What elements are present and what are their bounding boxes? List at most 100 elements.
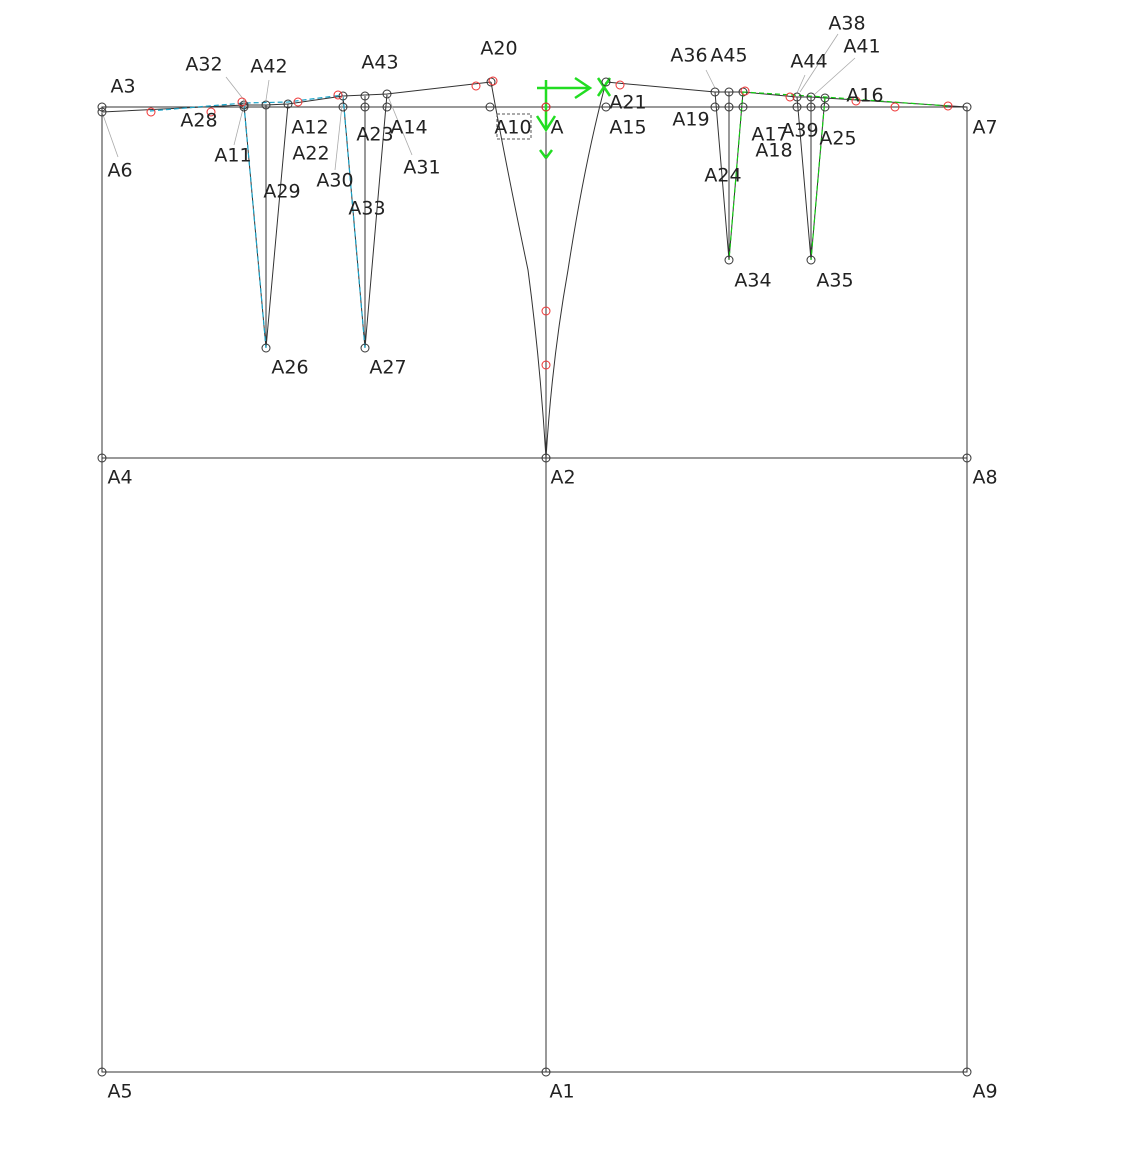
point-label: A19 bbox=[672, 109, 709, 131]
pattern-lines bbox=[101, 33, 968, 1073]
point-marker bbox=[360, 343, 370, 353]
point-label: A6 bbox=[107, 160, 132, 182]
point-label: A10 bbox=[494, 117, 531, 139]
point-marker bbox=[710, 87, 720, 97]
point-marker bbox=[806, 102, 816, 112]
point-label: A45 bbox=[710, 45, 747, 67]
point-marker bbox=[97, 1067, 107, 1077]
point-marker bbox=[261, 343, 271, 353]
point-marker bbox=[820, 102, 830, 112]
point-label: A18 bbox=[755, 140, 792, 162]
point-label: A41 bbox=[843, 36, 880, 58]
control-point bbox=[293, 97, 303, 107]
point-label: A17 bbox=[751, 124, 788, 146]
point-marker bbox=[261, 100, 271, 110]
control-point bbox=[206, 107, 216, 117]
point-label: A34 bbox=[734, 270, 771, 292]
point-label: A16 bbox=[846, 85, 883, 107]
point-label: A25 bbox=[819, 128, 856, 150]
point-label: A23 bbox=[356, 124, 393, 146]
point-marker bbox=[724, 87, 734, 97]
control-point bbox=[943, 101, 953, 111]
point-label: A26 bbox=[271, 357, 308, 379]
point-label: A28 bbox=[180, 110, 217, 132]
point-marker bbox=[283, 99, 293, 109]
point-label: A33 bbox=[348, 198, 385, 220]
point-marker bbox=[97, 453, 107, 463]
point-label: A15 bbox=[609, 117, 646, 139]
control-point bbox=[541, 306, 551, 316]
point-marker bbox=[239, 102, 249, 112]
control-point bbox=[740, 86, 750, 96]
point-marker bbox=[724, 102, 734, 112]
point-marker bbox=[541, 1067, 551, 1077]
control-point bbox=[146, 107, 156, 117]
control-point bbox=[615, 80, 625, 90]
point-marker bbox=[792, 102, 802, 112]
point-label: A9 bbox=[972, 1081, 997, 1103]
point-label: A2 bbox=[550, 467, 575, 489]
point-marker bbox=[724, 255, 734, 265]
control-point bbox=[488, 76, 498, 86]
control-point bbox=[541, 102, 551, 112]
control-point bbox=[333, 90, 343, 100]
point-marker bbox=[806, 92, 816, 102]
point-label: A bbox=[551, 117, 564, 139]
point-label: A12 bbox=[291, 117, 328, 139]
point-marker bbox=[485, 102, 495, 112]
point-label: A4 bbox=[107, 467, 132, 489]
point-label: A5 bbox=[107, 1081, 132, 1103]
point-label: A43 bbox=[361, 52, 398, 74]
point-markers bbox=[97, 76, 972, 1077]
point-label: A30 bbox=[316, 170, 353, 192]
point-label: A7 bbox=[972, 117, 997, 139]
point-label: A1 bbox=[549, 1081, 574, 1103]
control-point bbox=[541, 360, 551, 370]
control-point bbox=[890, 102, 900, 112]
point-label: A38 bbox=[828, 13, 865, 35]
point-label: A21 bbox=[609, 92, 646, 114]
point-marker bbox=[382, 102, 392, 112]
point-marker bbox=[382, 89, 392, 99]
point-marker bbox=[97, 107, 107, 117]
point-marker bbox=[541, 453, 551, 463]
point-marker bbox=[486, 77, 496, 87]
point-label: A24 bbox=[704, 165, 741, 187]
point-marker bbox=[601, 102, 611, 112]
point-marker bbox=[820, 93, 830, 103]
point-marker bbox=[338, 91, 348, 101]
point-label: A29 bbox=[263, 181, 300, 203]
control-point bbox=[785, 92, 795, 102]
point-label: A42 bbox=[250, 56, 287, 78]
point-label: A22 bbox=[292, 143, 329, 165]
point-label: A27 bbox=[369, 357, 406, 379]
point-label: A3 bbox=[110, 76, 135, 98]
point-marker bbox=[360, 91, 370, 101]
point-marker bbox=[962, 453, 972, 463]
point-label: A32 bbox=[185, 54, 222, 76]
point-marker bbox=[806, 255, 816, 265]
point-marker bbox=[738, 102, 748, 112]
point-label: A14 bbox=[390, 117, 427, 139]
point-label: A36 bbox=[670, 45, 707, 67]
point-label: A11 bbox=[214, 145, 251, 167]
point-label: A35 bbox=[816, 270, 853, 292]
point-label: A20 bbox=[480, 38, 517, 60]
point-label: A39 bbox=[781, 120, 818, 142]
point-label: A8 bbox=[972, 467, 997, 489]
control-point bbox=[851, 96, 861, 106]
point-marker bbox=[338, 102, 348, 112]
point-labels: A A1 A2 A3 A4 A5 A6 A7 A8 A9 A10 A11 A12 A14 A15 A16 A17… bbox=[107, 13, 997, 1103]
control-point bbox=[237, 97, 247, 107]
point-label: A31 bbox=[403, 157, 440, 179]
point-marker bbox=[792, 92, 802, 102]
control-point bbox=[471, 81, 481, 91]
point-marker bbox=[962, 102, 972, 112]
point-marker bbox=[738, 87, 748, 97]
point-marker bbox=[962, 1067, 972, 1077]
point-marker bbox=[360, 102, 370, 112]
point-label: A44 bbox=[790, 51, 827, 73]
point-marker bbox=[710, 102, 720, 112]
point-marker bbox=[601, 77, 611, 87]
